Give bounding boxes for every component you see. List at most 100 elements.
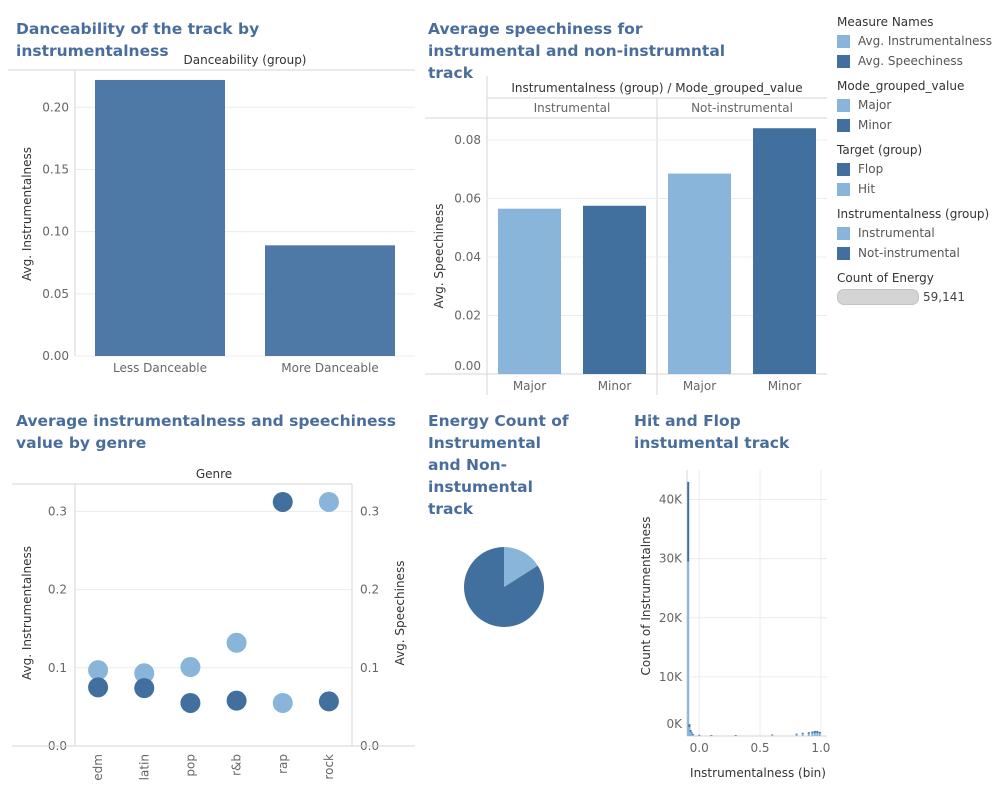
legend-item[interactable]: Hit (837, 179, 997, 199)
chart3-xtick-label: pop (183, 754, 197, 777)
chart2-ytick-label: 0.02 (454, 308, 481, 322)
legend-group-target: Target (group) Flop Hit (837, 142, 997, 199)
chart3-ytick-label: 0.3 (48, 504, 67, 518)
count-of-energy-row: 59,141 (837, 287, 997, 307)
legend-title: Count of Energy (837, 271, 934, 285)
chart5-bar (689, 731, 692, 736)
legend-group-instrumentalness: Instrumentalness (group) Instrumental No… (837, 206, 997, 263)
chart1-title: Danceability of the track by instrumenta… (16, 20, 260, 60)
chart3-ytick-label: 0.2 (48, 583, 67, 597)
chart4-slice (463, 547, 544, 628)
chart5-ytick-label: 40K (659, 493, 683, 507)
chart2-xtick-label: Minor (768, 379, 802, 393)
chart5-ytick-label: 10K (659, 670, 683, 684)
chart5-xtick-label: 0.5 (750, 741, 769, 755)
chart1-ytick-label: 0.05 (42, 287, 69, 301)
legend-title: Target (group) (837, 143, 923, 157)
legend-title: Instrumentalness (group) (837, 207, 990, 221)
chart3-xtick-label: edm (91, 754, 105, 781)
chart5-bar (690, 733, 693, 736)
chart4-title: Energy Count of Instrumental and Non-ins… (428, 412, 569, 518)
danceability-bar-chart: Danceability (group) Avg. Instrumentalne… (8, 53, 415, 375)
legend-label: Major (858, 98, 892, 112)
legend-item[interactable]: Instrumental (837, 223, 997, 243)
chart5-xtick-label: 1.0 (811, 741, 830, 755)
chart2-xtick-label: Minor (598, 379, 632, 393)
legend-label: Not-instrumental (858, 246, 960, 260)
chart1-bar (265, 245, 395, 356)
chart5-bar (813, 730, 816, 734)
chart5-bar (688, 727, 691, 736)
chart2-xtick-label: Major (513, 379, 546, 393)
chart3-point (88, 677, 109, 698)
chart3-point (88, 660, 109, 681)
chart5-bar (801, 732, 804, 734)
legend-label: Instrumental (858, 226, 935, 240)
chart5-bar (795, 733, 798, 735)
chart5-xtick-label: 0.0 (690, 741, 709, 755)
chart5-bar (807, 733, 810, 736)
chart1-ytick-label: 0.00 (42, 349, 69, 363)
chart1-ytick-label: 0.15 (42, 162, 69, 176)
legend-swatch (837, 246, 850, 260)
chart5-bar (734, 735, 737, 736)
chart3-title: Average instrumentalness and speechiness… (16, 412, 396, 452)
chart3-xtick-label: rap (276, 754, 290, 774)
chart5-bar (771, 734, 774, 736)
chart2-ytick-label: 0.04 (454, 250, 481, 264)
chart5-bar (818, 733, 821, 736)
chart5-bar (687, 561, 690, 736)
chart3-xtick-label: rock (322, 754, 336, 780)
legend-label: Avg. Instrumentalness (858, 34, 993, 48)
chart3-point (134, 678, 155, 699)
legend-swatch (837, 226, 850, 240)
chart2-bar (668, 173, 731, 374)
chart4-slice (504, 547, 538, 587)
chart2-ytick-label: 0.00 (454, 359, 481, 373)
chart1-xtick-label: More Danceable (281, 361, 378, 375)
chart5-ylabel: Count of Instrumentalness (639, 516, 653, 675)
chart3-point (180, 692, 201, 713)
legend-group-mode: Mode_grouped_value Major Minor (837, 78, 997, 135)
chart3-point (272, 491, 293, 512)
chart1-ylabel: Avg. Instrumentalness (20, 147, 34, 281)
legend-swatch (837, 162, 850, 176)
chart2-ylabel: Avg. Speechiness (432, 204, 446, 309)
legend-item[interactable]: Avg. Instrumentalness (837, 31, 997, 51)
legend-swatch (837, 98, 850, 112)
legend-item[interactable]: Flop (837, 159, 997, 179)
chart5-bar (816, 730, 819, 734)
legend-item[interactable]: Minor (837, 115, 997, 135)
chart5-bar (801, 733, 804, 736)
legend-label: Avg. Speechiness (858, 54, 963, 68)
chart3-y2tick-label: 0.3 (360, 504, 379, 518)
chart5-bar (690, 732, 693, 734)
legend-item[interactable]: Not-instrumental (837, 243, 997, 263)
count-size-marker (837, 289, 919, 305)
chart5-bar (687, 481, 690, 562)
count-value: 59,141 (923, 290, 965, 304)
legend-swatch (837, 182, 850, 196)
chart5-ytick-label: 20K (659, 611, 683, 625)
legend-label: Hit (858, 182, 876, 196)
chart2-header: Instrumentalness (group) / Mode_grouped_… (511, 81, 802, 95)
legend-item[interactable]: Avg. Speechiness (837, 51, 997, 71)
chart5-bar (698, 734, 701, 736)
chart1-ytick-label: 0.20 (42, 100, 69, 114)
chart3-point (318, 691, 339, 712)
chart5-bar (688, 724, 691, 728)
chart5-bar (813, 733, 816, 736)
chart2-bar (583, 205, 646, 374)
chart5-bar (771, 735, 774, 736)
chart3-xtick-label: r&b (230, 754, 244, 776)
legend-panel: Measure Names Avg. Instrumentalness Avg.… (837, 14, 997, 314)
speechiness-bar-chart: Instrumentalness (group) / Mode_grouped_… (425, 76, 827, 395)
chart5-xlabel: Instrumentalness (bin) (690, 766, 826, 780)
chart3-point (134, 663, 155, 684)
chart5-bar (818, 731, 821, 734)
chart5-bar (689, 730, 692, 732)
chart2-ytick-label: 0.08 (454, 133, 481, 147)
legend-label: Flop (858, 162, 884, 176)
legend-item[interactable]: Major (837, 95, 997, 115)
